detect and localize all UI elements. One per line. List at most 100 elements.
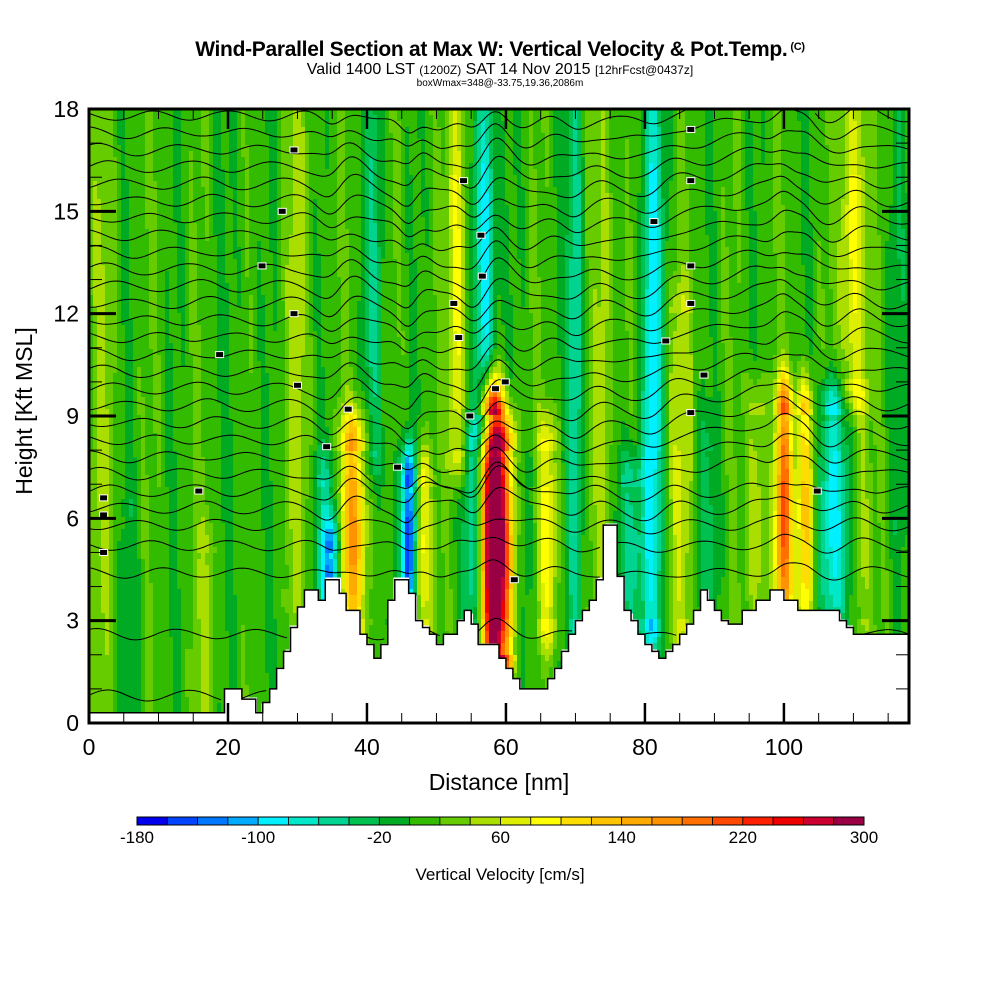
velocity-cell: [253, 391, 258, 398]
velocity-cell: [109, 241, 114, 248]
velocity-cell: [249, 565, 254, 572]
velocity-cell: [285, 247, 290, 254]
velocity-cell: [173, 631, 178, 638]
velocity-cell: [133, 265, 138, 272]
velocity-cell: [229, 121, 234, 128]
velocity-cell: [185, 217, 190, 224]
velocity-cell: [237, 655, 242, 662]
velocity-cell: [169, 703, 174, 710]
velocity-cell: [141, 493, 146, 500]
velocity-cell: [213, 463, 218, 470]
velocity-cell: [257, 571, 262, 578]
velocity-cell: [277, 631, 282, 638]
velocity-cell: [113, 601, 118, 608]
velocity-cell: [121, 499, 126, 506]
velocity-cell: [129, 517, 134, 524]
velocity-cell: [249, 223, 254, 230]
velocity-cell: [193, 271, 198, 278]
velocity-cell: [189, 667, 194, 674]
velocity-cell: [177, 625, 182, 632]
velocity-cell: [165, 397, 170, 404]
velocity-cell: [245, 247, 250, 254]
velocity-cell: [265, 181, 270, 188]
velocity-cell: [177, 361, 182, 368]
velocity-cell: [161, 163, 166, 170]
velocity-cell: [209, 307, 214, 314]
velocity-cell: [169, 499, 174, 506]
velocity-cell: [237, 547, 242, 554]
velocity-cell: [265, 529, 270, 536]
velocity-cell: [169, 631, 174, 638]
velocity-cell: [237, 457, 242, 464]
velocity-cell: [257, 187, 262, 194]
velocity-cell: [193, 253, 198, 260]
velocity-cell: [169, 385, 174, 392]
velocity-cell: [197, 439, 202, 446]
velocity-cell: [229, 397, 234, 404]
velocity-cell: [125, 217, 130, 224]
velocity-cell: [209, 505, 214, 512]
velocity-cell: [89, 457, 94, 464]
velocity-cell: [177, 445, 182, 452]
velocity-cell: [229, 235, 234, 242]
velocity-cell: [145, 523, 150, 530]
velocity-cell: [273, 145, 278, 152]
velocity-cell: [253, 241, 258, 248]
velocity-cell: [189, 133, 194, 140]
velocity-cell: [93, 175, 98, 182]
velocity-cell: [133, 487, 138, 494]
velocity-cell: [149, 523, 154, 530]
velocity-cell: [161, 217, 166, 224]
velocity-cell: [217, 313, 222, 320]
velocity-cell: [177, 601, 182, 608]
velocity-cell: [149, 529, 154, 536]
velocity-cell: [177, 163, 182, 170]
velocity-cell: [109, 223, 114, 230]
velocity-cell: [213, 661, 218, 668]
velocity-cell: [241, 391, 246, 398]
velocity-cell: [269, 391, 274, 398]
velocity-cell: [241, 169, 246, 176]
velocity-cell: [157, 451, 162, 458]
velocity-cell: [277, 313, 282, 320]
velocity-cell: [229, 445, 234, 452]
velocity-cell: [209, 613, 214, 620]
velocity-cell: [89, 295, 94, 302]
velocity-cell: [277, 463, 282, 470]
velocity-cell: [189, 289, 194, 296]
velocity-cell: [141, 457, 146, 464]
velocity-cell: [229, 205, 234, 212]
velocity-cell: [185, 535, 190, 542]
velocity-cell: [201, 499, 206, 506]
velocity-cell: [217, 439, 222, 446]
velocity-cell: [149, 595, 154, 602]
velocity-cell: [189, 487, 194, 494]
velocity-cell: [261, 193, 266, 200]
velocity-cell: [93, 307, 98, 314]
velocity-cell: [93, 685, 98, 692]
velocity-cell: [189, 175, 194, 182]
velocity-cell: [173, 595, 178, 602]
velocity-cell: [125, 109, 130, 116]
velocity-cell: [149, 415, 154, 422]
velocity-cell: [97, 463, 102, 470]
velocity-cell: [89, 553, 94, 560]
velocity-cell: [161, 181, 166, 188]
velocity-cell: [221, 121, 226, 128]
velocity-cell: [253, 631, 258, 638]
velocity-cell: [161, 661, 166, 668]
velocity-cell: [105, 373, 110, 380]
velocity-cell: [197, 595, 202, 602]
velocity-cell: [213, 421, 218, 428]
velocity-cell: [129, 259, 134, 266]
velocity-cell: [101, 667, 106, 674]
velocity-cell: [269, 403, 274, 410]
velocity-cell: [213, 649, 218, 656]
velocity-cell: [217, 331, 222, 338]
velocity-cell: [181, 343, 186, 350]
velocity-cell: [161, 211, 166, 218]
velocity-cell: [213, 289, 218, 296]
velocity-cell: [217, 247, 222, 254]
velocity-cell: [281, 193, 286, 200]
velocity-cell: [177, 643, 182, 650]
